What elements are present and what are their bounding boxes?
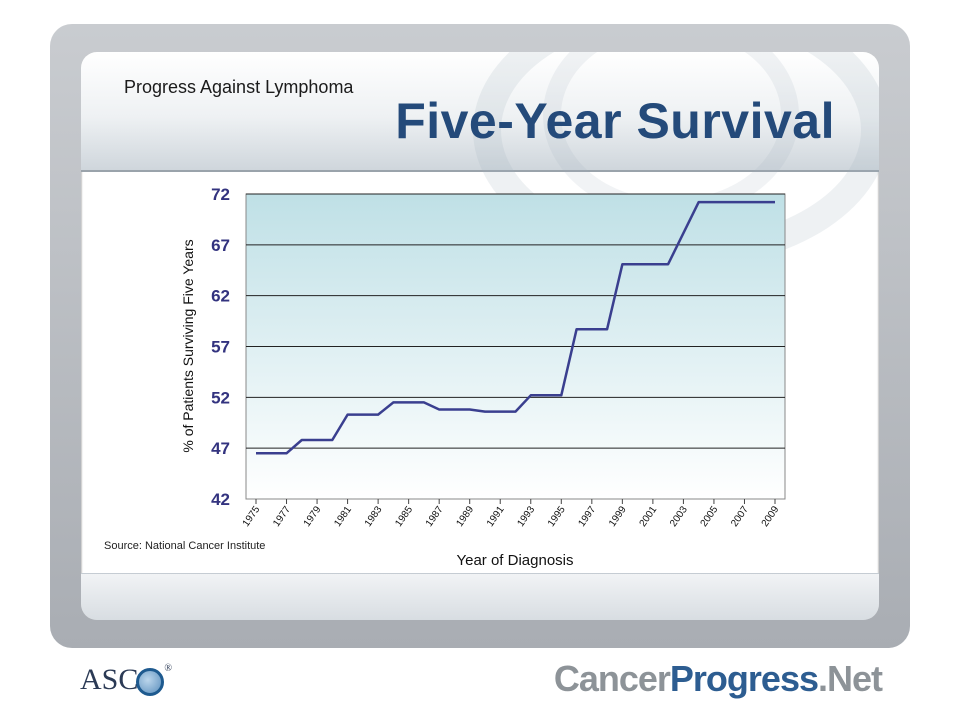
y-tick-label: 57 — [211, 338, 230, 357]
y-tick-label: 42 — [211, 490, 230, 509]
series-group — [256, 200, 775, 455]
x-tick-labels: 1975 1977 1979 1981 1983 1985 1987 1989 1991 1993… — [241, 499, 782, 529]
logo-part-progress: Progress — [669, 658, 819, 699]
x-tick-label: 1993 — [515, 504, 537, 529]
slide-subtitle: Progress Against Lymphoma — [124, 77, 354, 97]
cancer-progress-logo: CancerProgress.Net — [553, 658, 883, 700]
x-tick-label: 1991 — [485, 504, 507, 529]
x-tick-label: 1985 — [393, 504, 415, 529]
source-note: Source: National Cancer Institute — [104, 540, 266, 552]
x-tick-label: 1977 — [271, 504, 293, 529]
x-tick-label: 2009 — [760, 504, 782, 529]
y-tick-label: 62 — [211, 287, 230, 306]
asco-ring-icon — [136, 668, 165, 697]
x-tick-label: 1999 — [607, 504, 629, 529]
x-tick-label: 1987 — [424, 504, 446, 529]
series-line — [256, 200, 775, 455]
x-tick-label: 2007 — [729, 504, 751, 529]
y-axis-label: % of Patients Surviving Five Years — [180, 239, 196, 452]
grid-lines — [246, 193, 785, 449]
x-tick-label: 1981 — [332, 504, 354, 529]
asco-logo-text: ASC — [80, 663, 139, 696]
x-tick-label: 1979 — [302, 504, 324, 529]
logo-part-net: .Net — [817, 658, 883, 699]
asco-logo: ASC ® — [80, 663, 172, 697]
x-tick-label: 1995 — [546, 504, 568, 529]
y-tick-label: 47 — [211, 439, 230, 458]
x-tick-label: 2003 — [668, 504, 690, 529]
y-tick-label: 52 — [211, 388, 230, 407]
y-tick-labels: 42 47 52 57 62 67 72 — [211, 185, 230, 509]
logo-part-cancer: Cancer — [553, 658, 671, 699]
x-tick-label: 1975 — [241, 504, 263, 529]
x-tick-label: 1983 — [363, 504, 385, 529]
x-tick-label: 2001 — [638, 504, 660, 529]
y-tick-label: 72 — [211, 185, 230, 204]
x-tick-label: 2005 — [699, 504, 721, 529]
slide-title: Five-Year Survival — [395, 93, 835, 149]
x-tick-label: 1997 — [577, 504, 599, 529]
slide-footer-band — [81, 573, 879, 620]
x-tick-label: 1989 — [454, 504, 476, 529]
x-axis-label: Year of Diagnosis — [456, 552, 573, 569]
y-tick-label: 67 — [211, 236, 230, 255]
